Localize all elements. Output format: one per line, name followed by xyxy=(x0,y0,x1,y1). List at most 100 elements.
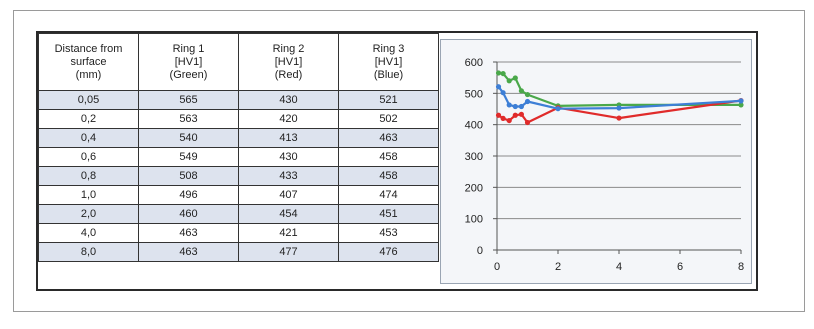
table-cell: 451 xyxy=(338,204,439,224)
series-point xyxy=(495,70,502,76)
table-cell: 474 xyxy=(338,185,439,205)
table-cell: 463 xyxy=(138,242,239,262)
table-cell: 458 xyxy=(338,147,439,167)
series-point xyxy=(512,112,518,118)
table-cell: 4,0 xyxy=(38,223,139,243)
table-cell: 2,0 xyxy=(38,204,139,224)
table-cell: 460 xyxy=(138,204,239,224)
y-tick-label: 200 xyxy=(465,182,483,194)
hardness-table: Distance from surface (mm) Ring 1 [HV1] (Gree… xyxy=(38,33,439,262)
series-point xyxy=(738,102,744,108)
series-point xyxy=(495,84,502,90)
table-cell: 407 xyxy=(238,185,339,205)
column-header-line: (mm) xyxy=(75,68,102,81)
table-row: 0,4 540 413 463 xyxy=(38,128,439,148)
table-row: 4,0 463 421 453 xyxy=(38,223,439,243)
series-point xyxy=(616,115,622,121)
table-cell: 0,6 xyxy=(38,147,139,167)
table-cell: 463 xyxy=(138,223,239,243)
column-header-line: [HV1] xyxy=(274,55,303,68)
series-line xyxy=(498,71,741,108)
y-tick-label: 0 xyxy=(477,245,483,257)
hardness-chart: 0 100 200 300 400 500 600 0 2 4 6 8 xyxy=(440,39,752,284)
series-point xyxy=(518,88,524,94)
series-point xyxy=(518,103,524,110)
table-row: 0,8 508 433 458 xyxy=(38,166,439,186)
table-cell: 496 xyxy=(138,185,239,205)
series-point xyxy=(524,119,531,126)
table-cell: 463 xyxy=(338,128,439,148)
series-point xyxy=(555,106,561,112)
table-cell: 521 xyxy=(338,90,439,110)
y-tick-label: 400 xyxy=(465,120,483,132)
table-cell: 430 xyxy=(238,90,339,110)
column-header-line: (Blue) xyxy=(373,68,404,81)
table-cell: 453 xyxy=(338,223,439,243)
column-header: Ring 1 [HV1] (Green) xyxy=(138,33,239,91)
table-cell: 1,0 xyxy=(38,185,139,205)
table-row: 0,05 565 430 521 xyxy=(38,90,439,110)
series-point xyxy=(518,111,524,117)
table-row: 0,2 563 420 502 xyxy=(38,109,439,129)
series-point xyxy=(506,78,512,84)
table-row: 0,6 549 430 458 xyxy=(38,147,439,167)
column-header-line: Ring 3 xyxy=(372,42,405,55)
table-cell: 458 xyxy=(338,166,439,186)
x-tick-label: 4 xyxy=(616,261,622,273)
table-cell: 508 xyxy=(138,166,239,186)
series-point xyxy=(524,98,531,105)
figure-frame: Distance from surface (mm) Ring 1 [HV1] (Gree… xyxy=(13,10,805,312)
table-row: 2,0 460 454 451 xyxy=(38,204,439,224)
series-point xyxy=(738,98,744,104)
column-header-line: Ring 1 xyxy=(172,42,205,55)
table-cell: 0,05 xyxy=(38,90,139,110)
table-cell: 540 xyxy=(138,128,239,148)
series-point xyxy=(512,103,518,110)
column-header-line: Ring 2 xyxy=(272,42,305,55)
series-point xyxy=(506,117,512,124)
table-cell: 565 xyxy=(138,90,239,110)
table-cell: 0,2 xyxy=(38,109,139,129)
column-header-line: (Red) xyxy=(274,68,303,81)
table-cell: 477 xyxy=(238,242,339,262)
y-tick-label: 100 xyxy=(465,214,483,226)
column-header: Distance from surface (mm) xyxy=(38,33,139,91)
series-point xyxy=(495,112,502,118)
column-header: Ring 3 [HV1] (Blue) xyxy=(338,33,439,91)
table-cell: 421 xyxy=(238,223,339,243)
column-header-line: [HV1] xyxy=(174,55,203,68)
series-point xyxy=(524,91,531,98)
series-point xyxy=(500,70,506,77)
table-cell: 420 xyxy=(238,109,339,129)
table-cell: 563 xyxy=(138,109,239,129)
table-cell: 0,8 xyxy=(38,166,139,186)
column-header-line: Distance from xyxy=(54,42,123,55)
series-point xyxy=(500,115,506,121)
y-tick-label: 500 xyxy=(465,88,483,100)
table-cell: 8,0 xyxy=(38,242,139,262)
series-point xyxy=(506,102,512,108)
column-header: Ring 2 [HV1] (Red) xyxy=(238,33,339,91)
table-cell: 430 xyxy=(238,147,339,167)
x-tick-label: 8 xyxy=(738,261,744,273)
table-cell: 476 xyxy=(338,242,439,262)
chart-svg: 0 100 200 300 400 500 600 0 2 4 6 8 xyxy=(465,57,744,273)
table-cell: 502 xyxy=(338,109,439,129)
series-point xyxy=(616,105,622,111)
x-tick-label: 0 xyxy=(494,261,500,273)
y-tick-label: 300 xyxy=(465,151,483,163)
table-header-row: Distance from surface (mm) Ring 1 [HV1] (Gree… xyxy=(38,33,439,91)
table-row: 1,0 496 407 474 xyxy=(38,185,439,205)
table-cell: 0,4 xyxy=(38,128,139,148)
table-cell: 413 xyxy=(238,128,339,148)
series-point xyxy=(512,75,518,81)
table-cell: 549 xyxy=(138,147,239,167)
figure-panel: Distance from surface (mm) Ring 1 [HV1] (Gree… xyxy=(36,31,758,291)
table-cell: 454 xyxy=(238,204,339,224)
series-point xyxy=(500,90,506,96)
y-tick-label: 600 xyxy=(465,57,483,69)
table-cell: 433 xyxy=(238,166,339,186)
column-header-line: [HV1] xyxy=(374,55,403,68)
x-tick-label: 6 xyxy=(677,261,683,273)
x-tick-label: 2 xyxy=(555,261,561,273)
